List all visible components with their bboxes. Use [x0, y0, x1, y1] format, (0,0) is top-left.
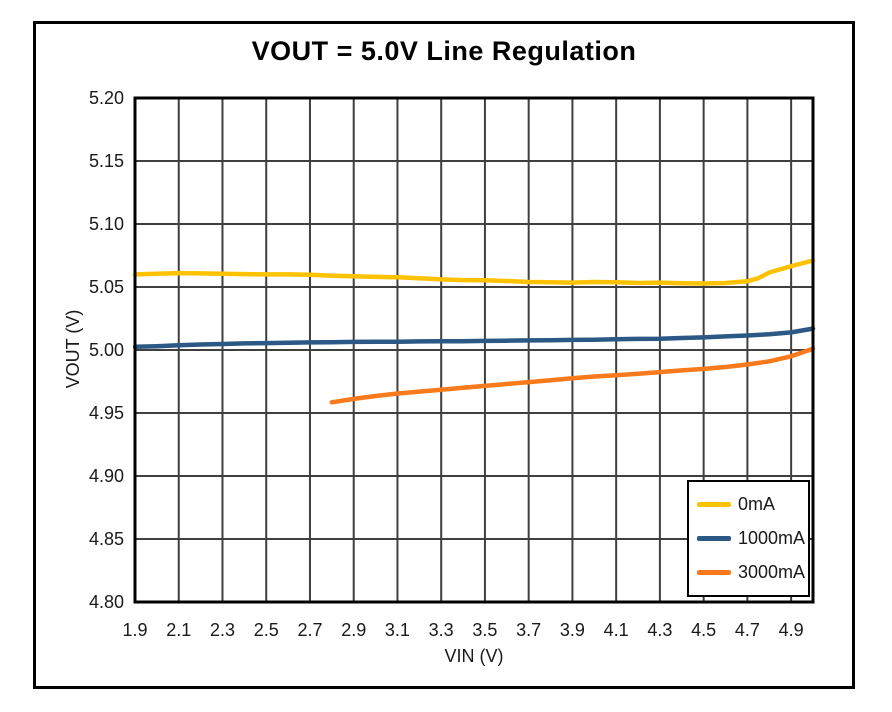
x-tick-label: 2.1 [166, 620, 191, 640]
legend-entry-3000mA: 3000mA [697, 561, 806, 583]
x-axis-title: VIN (V) [444, 646, 504, 666]
x-tick-label: 4.9 [779, 620, 804, 640]
y-tick-label: 5.20 [89, 88, 124, 108]
legend-line-swatch-1000mA [697, 535, 731, 541]
x-tick-label: 3.3 [429, 620, 454, 640]
x-tick-label: 4.5 [691, 620, 716, 640]
x-tick-label: 3.1 [385, 620, 410, 640]
x-tick-label: 2.5 [254, 620, 279, 640]
x-tick-label: 4.3 [647, 620, 672, 640]
x-tick-label: 2.3 [210, 620, 235, 640]
x-tick-label: 2.9 [341, 620, 366, 640]
y-tick-label: 5.15 [89, 151, 124, 171]
legend-label: 1000mA [738, 527, 806, 548]
x-tick-label: 4.7 [735, 620, 760, 640]
y-tick-label: 5.00 [89, 340, 124, 360]
legend-label: 3000mA [738, 561, 806, 582]
y-tick-label: 5.10 [89, 214, 124, 234]
series-line-0mA [132, 258, 816, 286]
x-tick-label: 3.5 [472, 620, 497, 640]
x-tick-label: 3.9 [560, 620, 585, 640]
legend-label: 0mA [738, 494, 776, 515]
series-line-1000mA [132, 326, 816, 350]
chart-title: VOUT = 5.0V Line Regulation [251, 36, 637, 66]
series-line-3000mA [329, 346, 816, 405]
legend-line-swatch-0mA [697, 502, 731, 508]
y-tick-label: 5.05 [89, 277, 124, 297]
x-tick-label: 2.7 [297, 620, 322, 640]
y-tick-label: 4.90 [89, 466, 124, 486]
y-tick-label: 4.95 [89, 403, 124, 423]
x-tick-label: 3.7 [516, 620, 541, 640]
legend-line-swatch-3000mA [697, 569, 731, 575]
x-tick-label: 1.9 [122, 620, 147, 640]
y-tick-label: 4.85 [89, 529, 124, 549]
y-axis-title: VOUT (V) [63, 309, 83, 389]
plot-border [133, 96, 815, 604]
y-tick-label: 4.80 [89, 592, 124, 612]
legend-entry-0mA: 0mA [697, 494, 804, 515]
legend: 0mA 1000mA 3000mA [687, 480, 810, 597]
legend-entry-1000mA: 1000mA [697, 527, 806, 549]
x-tick-label: 4.1 [604, 620, 629, 640]
